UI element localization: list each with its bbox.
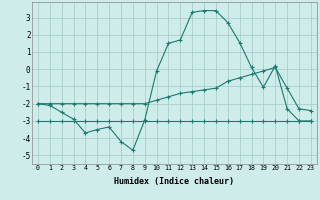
X-axis label: Humidex (Indice chaleur): Humidex (Indice chaleur) [115,177,234,186]
